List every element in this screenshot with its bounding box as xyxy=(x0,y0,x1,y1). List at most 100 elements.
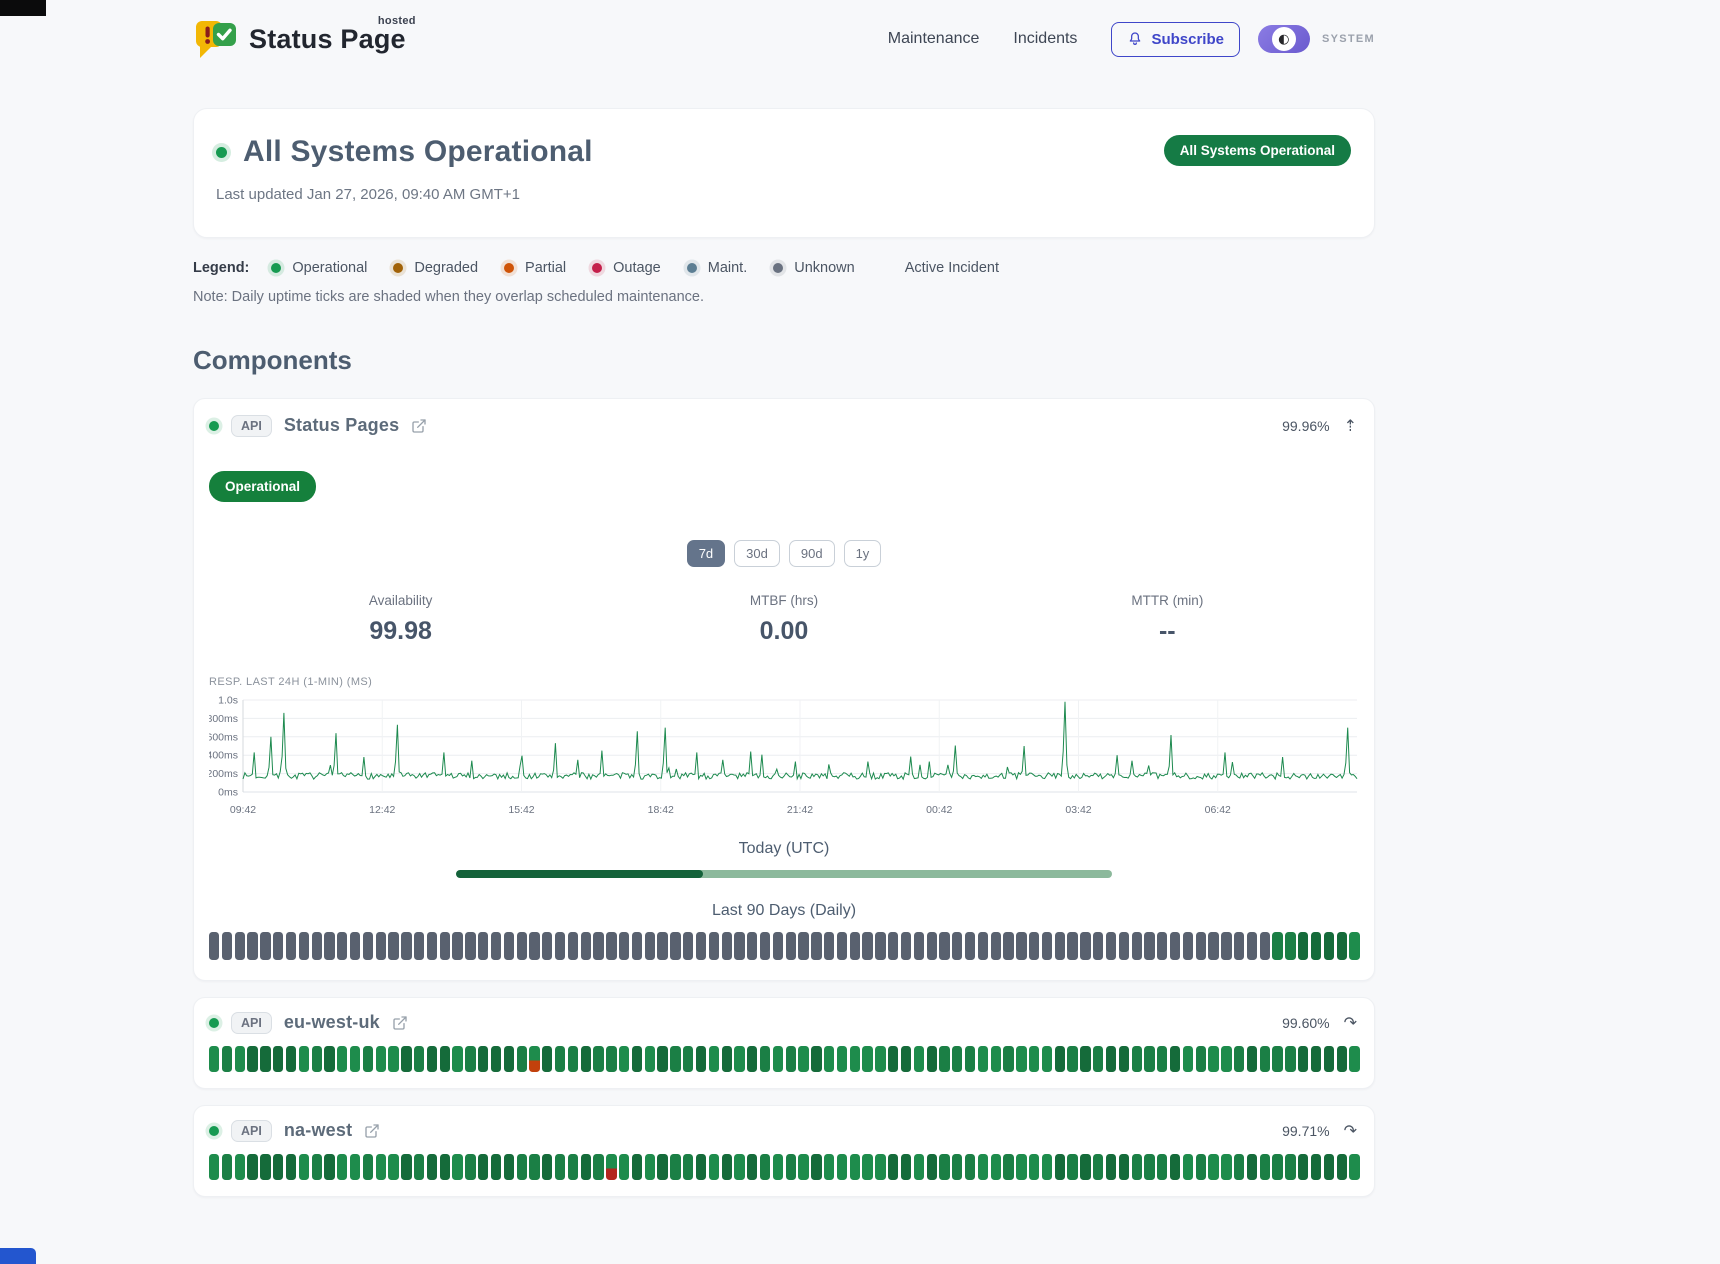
uptime-day-tick xyxy=(516,1153,527,1180)
uptime-day-tick xyxy=(977,931,989,960)
uptime-day-tick xyxy=(824,1045,835,1072)
uptime-day-tick xyxy=(1054,1153,1065,1180)
uptime-day-tick xyxy=(977,1153,989,1180)
uptime-day-tick xyxy=(1067,931,1078,960)
uptime-day-tick xyxy=(388,1153,399,1180)
uptime-day-tick xyxy=(273,1153,284,1180)
time-range-selector: 7d 30d 90d 1y xyxy=(209,539,1359,567)
uptime-day-tick xyxy=(542,1045,553,1072)
component-status-badge: Operational xyxy=(209,470,317,502)
uptime-day-tick xyxy=(1041,931,1053,960)
uptime-day-tick xyxy=(1169,1153,1181,1180)
uptime-day-tick xyxy=(824,931,835,960)
uptime-day-tick xyxy=(1246,931,1258,960)
legend-label: Legend: xyxy=(193,260,250,276)
uptime-day-tick xyxy=(798,1153,809,1180)
uptime-day-tick xyxy=(644,1045,655,1072)
bell-icon xyxy=(1130,32,1141,45)
svg-text:21:42: 21:42 xyxy=(787,804,813,816)
uptime-day-tick xyxy=(1272,1153,1283,1180)
component-header: API na-west 99.71% ↷ xyxy=(209,1119,1359,1142)
legend-status-dot xyxy=(592,263,603,273)
range-90d-button[interactable]: 90d xyxy=(788,539,835,567)
external-link-icon[interactable] xyxy=(364,1123,380,1139)
uptime-day-tick xyxy=(234,931,245,960)
uptime-day-tick xyxy=(1272,1045,1283,1072)
expand-arrow-icon[interactable]: ↷ xyxy=(1343,1121,1357,1141)
uptime-day-tick xyxy=(964,1153,976,1180)
expand-arrow-icon[interactable]: ↷ xyxy=(1343,1013,1357,1033)
uptime-day-tick xyxy=(1054,1045,1065,1072)
uptime-day-tick xyxy=(362,931,374,960)
external-link-icon[interactable] xyxy=(392,1015,408,1031)
uptime-day-tick xyxy=(977,1045,989,1072)
components-list: API Status Pages 99.96% ⇡ Operational 7d 30d 90… xyxy=(193,397,1375,1197)
uptime-day-tick xyxy=(644,1153,655,1180)
uptime-day-tick xyxy=(708,931,719,960)
uptime-day-tick xyxy=(657,1045,668,1072)
uptime-day-tick xyxy=(785,1045,796,1072)
collapse-arrow-icon[interactable]: ⇡ xyxy=(1343,416,1357,436)
uptime-day-tick xyxy=(888,1045,899,1072)
uptime-day-tick xyxy=(426,1153,438,1180)
uptime-day-tick xyxy=(606,931,617,960)
uptime-day-tick xyxy=(964,1045,976,1072)
uptime-day-tick xyxy=(990,1045,1001,1072)
uptime-day-tick xyxy=(362,1045,374,1072)
uptime-day-tick xyxy=(772,1153,784,1180)
uptime-day-tick xyxy=(926,1045,937,1072)
range-30d-button[interactable]: 30d xyxy=(734,539,780,567)
uptime-day-tick xyxy=(631,931,643,960)
uptime-day-tick xyxy=(1169,931,1181,960)
brand-link[interactable]: Status Page hosted xyxy=(193,15,420,60)
uptime-day-tick xyxy=(875,1153,886,1180)
legend-item-label: Partial xyxy=(525,260,567,276)
uptime-day-tick xyxy=(439,931,450,960)
uptime-day-tick xyxy=(1080,931,1091,960)
uptime-day-tick xyxy=(824,1153,835,1180)
uptime-day-tick xyxy=(414,1045,425,1072)
chart-title: RESP. LAST 24H (1-MIN) (MS) xyxy=(209,675,373,688)
stat-mtbf-hrs: MTBF (hrs) 0.00 xyxy=(592,593,975,646)
uptime-day-tick xyxy=(964,931,976,960)
uptime-day-tick xyxy=(657,1153,668,1180)
uptime-day-tick xyxy=(670,931,681,960)
uptime-day-tick xyxy=(529,931,540,960)
external-link-icon[interactable] xyxy=(411,418,427,434)
nav-incidents[interactable]: Incidents xyxy=(1013,30,1078,47)
uptime-day-tick xyxy=(503,1045,514,1072)
uptime-day-tick xyxy=(1029,931,1040,960)
nav-maintenance[interactable]: Maintenance xyxy=(887,30,980,47)
uptime-day-tick xyxy=(247,931,258,960)
uptime-day-tick xyxy=(952,1153,963,1180)
stat-availability: Availability 99.98 xyxy=(209,593,592,646)
uptime-day-tick xyxy=(747,931,758,960)
uptime-day-tick xyxy=(1080,1045,1091,1072)
range-1y-button[interactable]: 1y xyxy=(843,539,882,567)
uptime-day-tick xyxy=(900,1045,912,1072)
uptime-day-tick xyxy=(1234,1153,1245,1180)
uptime-day-tick xyxy=(221,1045,233,1072)
uptime-day-tick xyxy=(1131,1153,1142,1180)
uptime-day-tick xyxy=(324,931,335,960)
uptime-day-tick xyxy=(836,1045,848,1072)
theme-toggle[interactable]: ◐ xyxy=(1257,25,1310,53)
uptime-day-tick xyxy=(349,931,361,960)
legend-item-label: Unknown xyxy=(794,260,855,276)
svg-text:800ms: 800ms xyxy=(209,712,238,724)
uptime-day-tick xyxy=(1003,1045,1014,1072)
component-status-dot xyxy=(209,1017,219,1028)
overall-status-badge: All Systems Operational xyxy=(1163,135,1351,166)
uptime-day-tick xyxy=(913,1153,924,1180)
uptime-day-tick xyxy=(862,931,873,960)
uptime-day-tick xyxy=(1157,931,1168,960)
uptime-day-tick xyxy=(375,931,386,960)
uptime-day-tick xyxy=(926,931,937,960)
uptime-day-tick xyxy=(1144,931,1155,960)
component-card-na-west: API na-west 99.71% ↷ xyxy=(193,1104,1375,1197)
uptime-day-tick xyxy=(708,1045,719,1072)
uptime-day-tick xyxy=(221,1153,233,1180)
range-7d-button[interactable]: 7d xyxy=(686,539,726,567)
subscribe-button[interactable]: Subscribe xyxy=(1111,21,1240,57)
uptime-day-tick xyxy=(759,1153,771,1180)
